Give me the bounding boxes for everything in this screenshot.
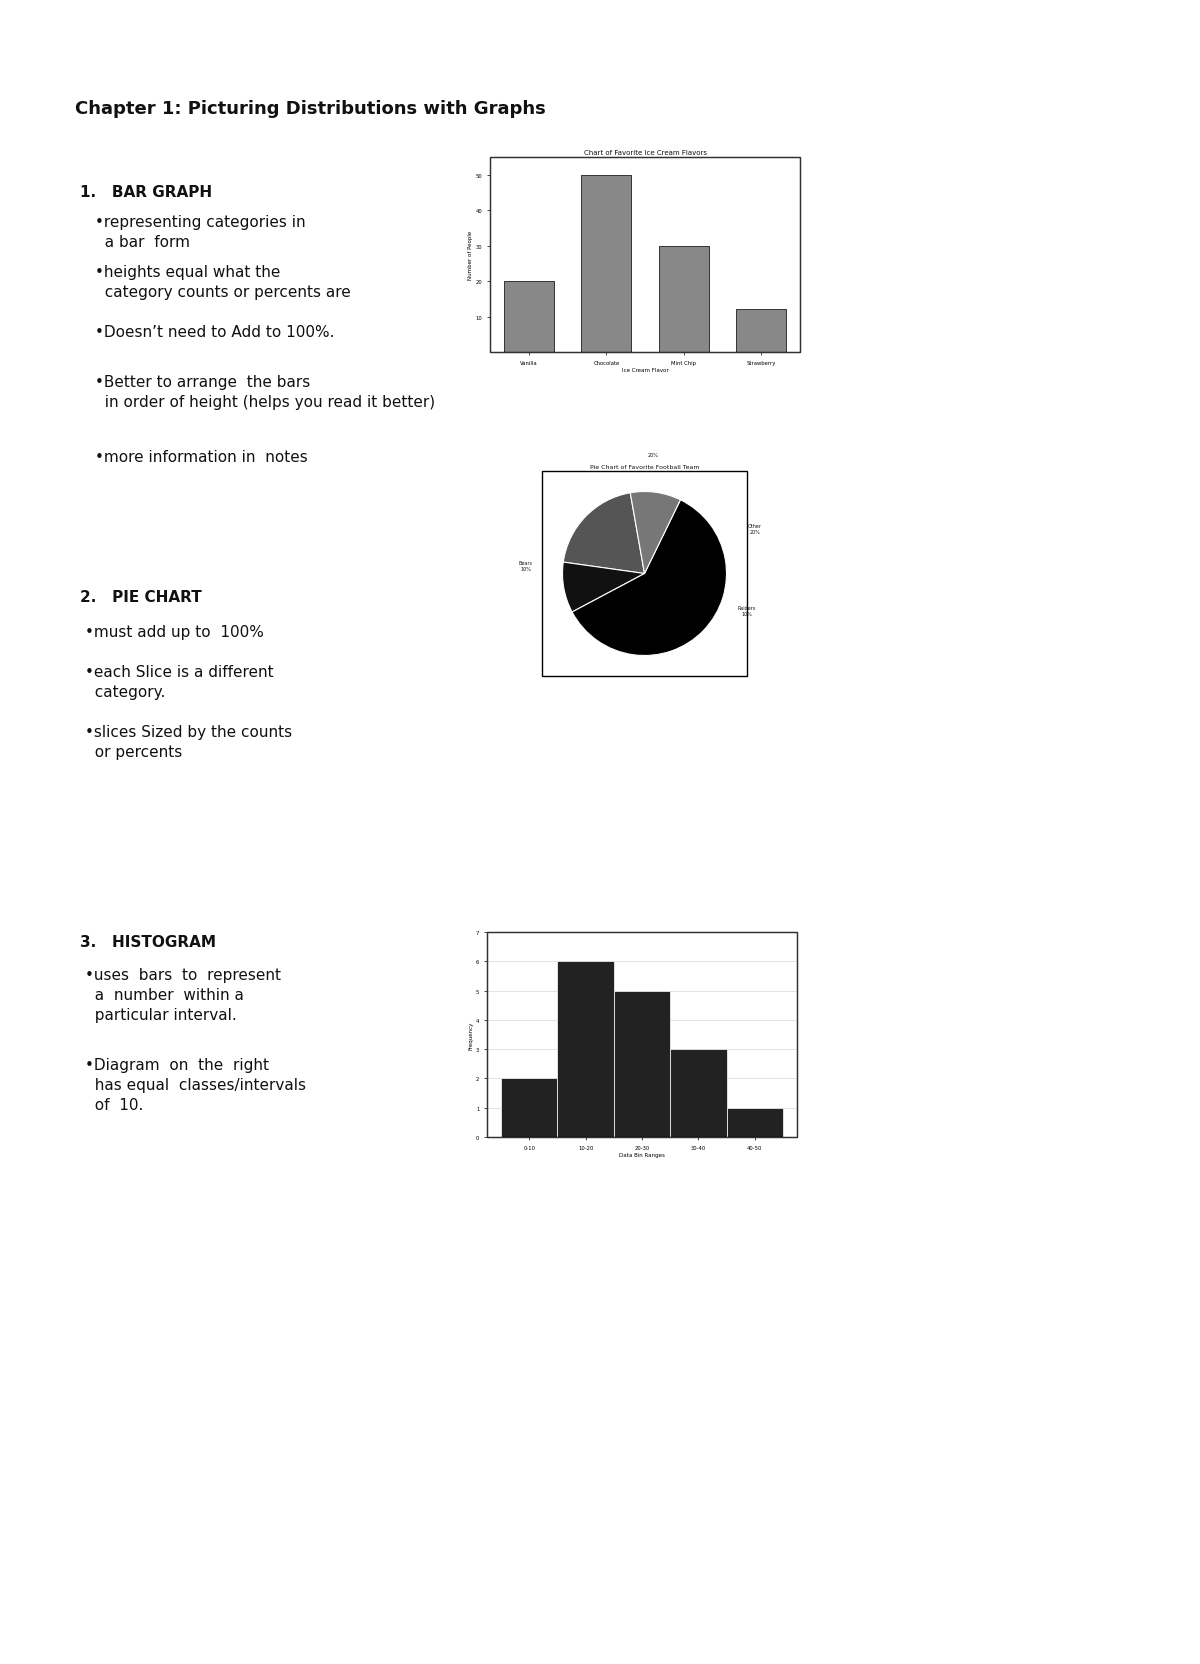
Text: 3.   HISTOGRAM: 3. HISTOGRAM [80,935,216,950]
Bar [504,281,554,353]
Y-axis label: Frequency: Frequency [468,1020,473,1048]
Wedge shape [563,494,644,574]
Title: Pie Chart of Favorite Football Team: Pie Chart of Favorite Football Team [589,464,700,469]
Text: •Diagram  on  the  right
  has equal  classes/intervals
  of  10.: •Diagram on the right has equal classes/… [85,1057,306,1112]
Text: Other
20%: Other 20% [749,524,762,534]
Text: Raiders
10%: Raiders 10% [738,606,756,616]
Text: •must add up to  100%: •must add up to 100% [85,624,264,639]
Bar [502,1078,558,1137]
Text: •heights equal what the
  category counts or percents are: •heights equal what the category counts … [95,265,350,300]
Bar [659,246,709,353]
Text: •Doesn’t need to Add to 100%.: •Doesn’t need to Add to 100%. [95,324,335,339]
Text: 20%: 20% [647,453,658,458]
Bar [581,176,631,353]
Text: Chapter 1: Picturing Distributions with Graphs: Chapter 1: Picturing Distributions with … [74,100,546,118]
Bar [614,992,670,1137]
Text: Bears
10%: Bears 10% [518,561,533,571]
Text: •representing categories in
  a bar  form: •representing categories in a bar form [95,215,306,250]
Text: •more information in  notes: •more information in notes [95,449,307,464]
Wedge shape [572,501,726,656]
Text: •Better to arrange  the bars
  in order of height (helps you read it better): •Better to arrange the bars in order of … [95,374,436,409]
Text: •slices Sized by the counts
  or percents: •slices Sized by the counts or percents [85,724,292,759]
Title: Chart of Favorite Ice Cream Flavors: Chart of Favorite Ice Cream Flavors [583,150,707,156]
X-axis label: Data Bin Ranges: Data Bin Ranges [619,1153,665,1158]
Text: •each Slice is a different
  category.: •each Slice is a different category. [85,664,274,699]
Bar [558,962,614,1137]
Text: •uses  bars  to  represent
  a  number  within a
  particular interval.: •uses bars to represent a number within … [85,967,281,1022]
Text: 1.   BAR GRAPH: 1. BAR GRAPH [80,185,212,200]
Bar [736,310,786,353]
Y-axis label: Number of People: Number of People [468,231,473,280]
Bar [726,1108,782,1137]
Text: 2.   PIE CHART: 2. PIE CHART [80,589,202,604]
Wedge shape [563,562,644,612]
X-axis label: Ice Cream Flavor: Ice Cream Flavor [622,368,668,373]
Bar [670,1050,726,1137]
Wedge shape [630,493,680,574]
